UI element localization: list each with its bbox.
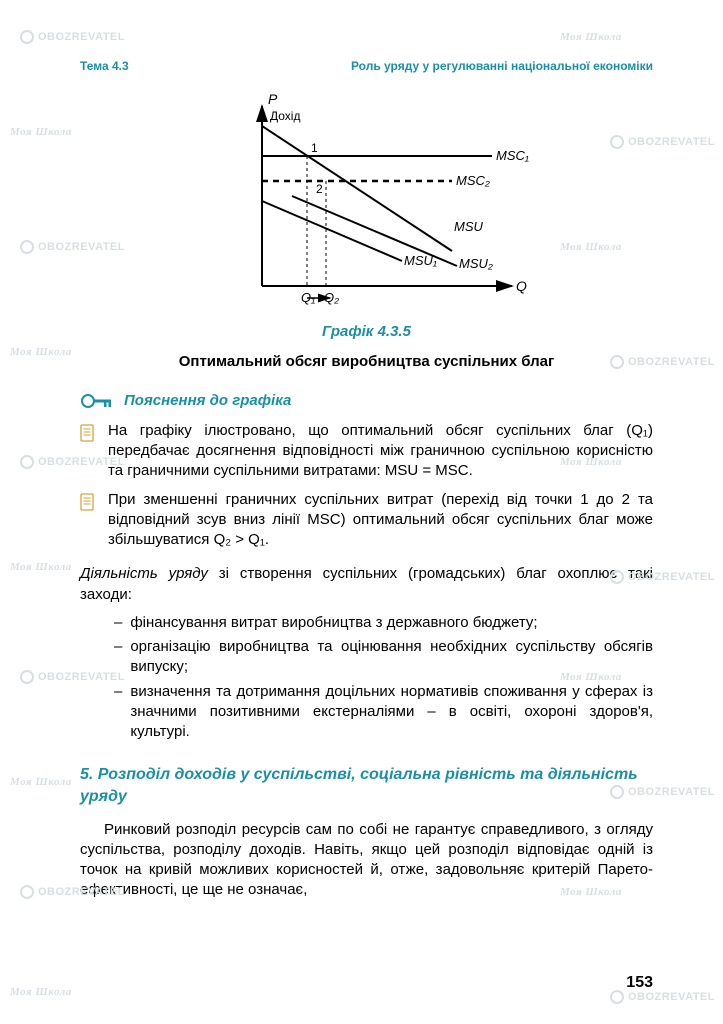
svg-text:1: 1 (311, 141, 318, 155)
svg-text:MSC₁: MSC₁ (496, 148, 529, 163)
header-left: Тема 4.3 (80, 58, 129, 74)
key-icon (80, 391, 114, 411)
svg-text:MSU₁: MSU₁ (404, 253, 437, 268)
header-right: Роль уряду у регулюванні національної ек… (351, 58, 653, 74)
svg-text:MSC₂: MSC₂ (456, 173, 490, 188)
graph-caption: Графік 4.3.5 (80, 322, 653, 342)
document-icon (80, 421, 98, 482)
dash-mark: – (114, 637, 122, 678)
dash-item-1: –фінансування витрат виробництва з держа… (114, 613, 653, 633)
svg-text:MSU: MSU (454, 219, 484, 234)
bullet-1: На графіку ілюстровано, що оптимальний о… (80, 421, 653, 482)
dash-mark: – (114, 613, 122, 633)
document-icon (80, 490, 98, 551)
economics-chart: PQДохідMSC₁MSC₂MSUMSU₁MSU₂12Q₁Q₂ (202, 86, 532, 316)
activity-lead: Діяльність уряду (80, 565, 208, 582)
chart-container: PQДохідMSC₁MSC₂MSUMSU₁MSU₂12Q₁Q₂ (80, 86, 653, 316)
dash-text-3: визначення та дотримання доцільних норма… (130, 682, 653, 743)
svg-text:Дохід: Дохід (270, 109, 300, 123)
dash-item-2: –організацію виробництва та оцінювання н… (114, 637, 653, 678)
explanation-heading: Пояснення до графіка (124, 391, 291, 411)
dash-list: –фінансування витрат виробництва з держа… (114, 613, 653, 743)
page-header: Тема 4.3 Роль уряду у регулюванні націон… (80, 58, 653, 74)
page-number: 153 (626, 972, 653, 994)
activity-paragraph: Діяльність уряду зі створення суспільних… (80, 564, 653, 605)
svg-text:MSU₂: MSU₂ (459, 256, 493, 271)
explanation-heading-row: Пояснення до графіка (80, 391, 653, 411)
bullet-2-text: При зменшенні граничних суспільних витра… (108, 490, 653, 551)
svg-text:P: P (268, 91, 278, 107)
section-5-heading: 5. Розподіл доходів у суспільстві, соціа… (80, 764, 653, 807)
dash-mark: – (114, 682, 122, 743)
bullet-1-text: На графіку ілюстровано, що оптимальний о… (108, 421, 653, 482)
svg-text:Q: Q (516, 278, 527, 294)
bullet-2: При зменшенні граничних суспільних витра… (80, 490, 653, 551)
body-paragraph: Ринковий розподіл ресурсів сам по собі н… (80, 820, 653, 901)
dash-item-3: –визначення та дотримання доцільних норм… (114, 682, 653, 743)
dash-text-2: організацію виробництва та оцінювання не… (130, 637, 653, 678)
dash-text-1: фінансування витрат виробництва з держав… (130, 613, 537, 633)
graph-title: Оптимальний обсяг виробництва суспільних… (80, 352, 653, 372)
svg-text:2: 2 (316, 182, 323, 196)
